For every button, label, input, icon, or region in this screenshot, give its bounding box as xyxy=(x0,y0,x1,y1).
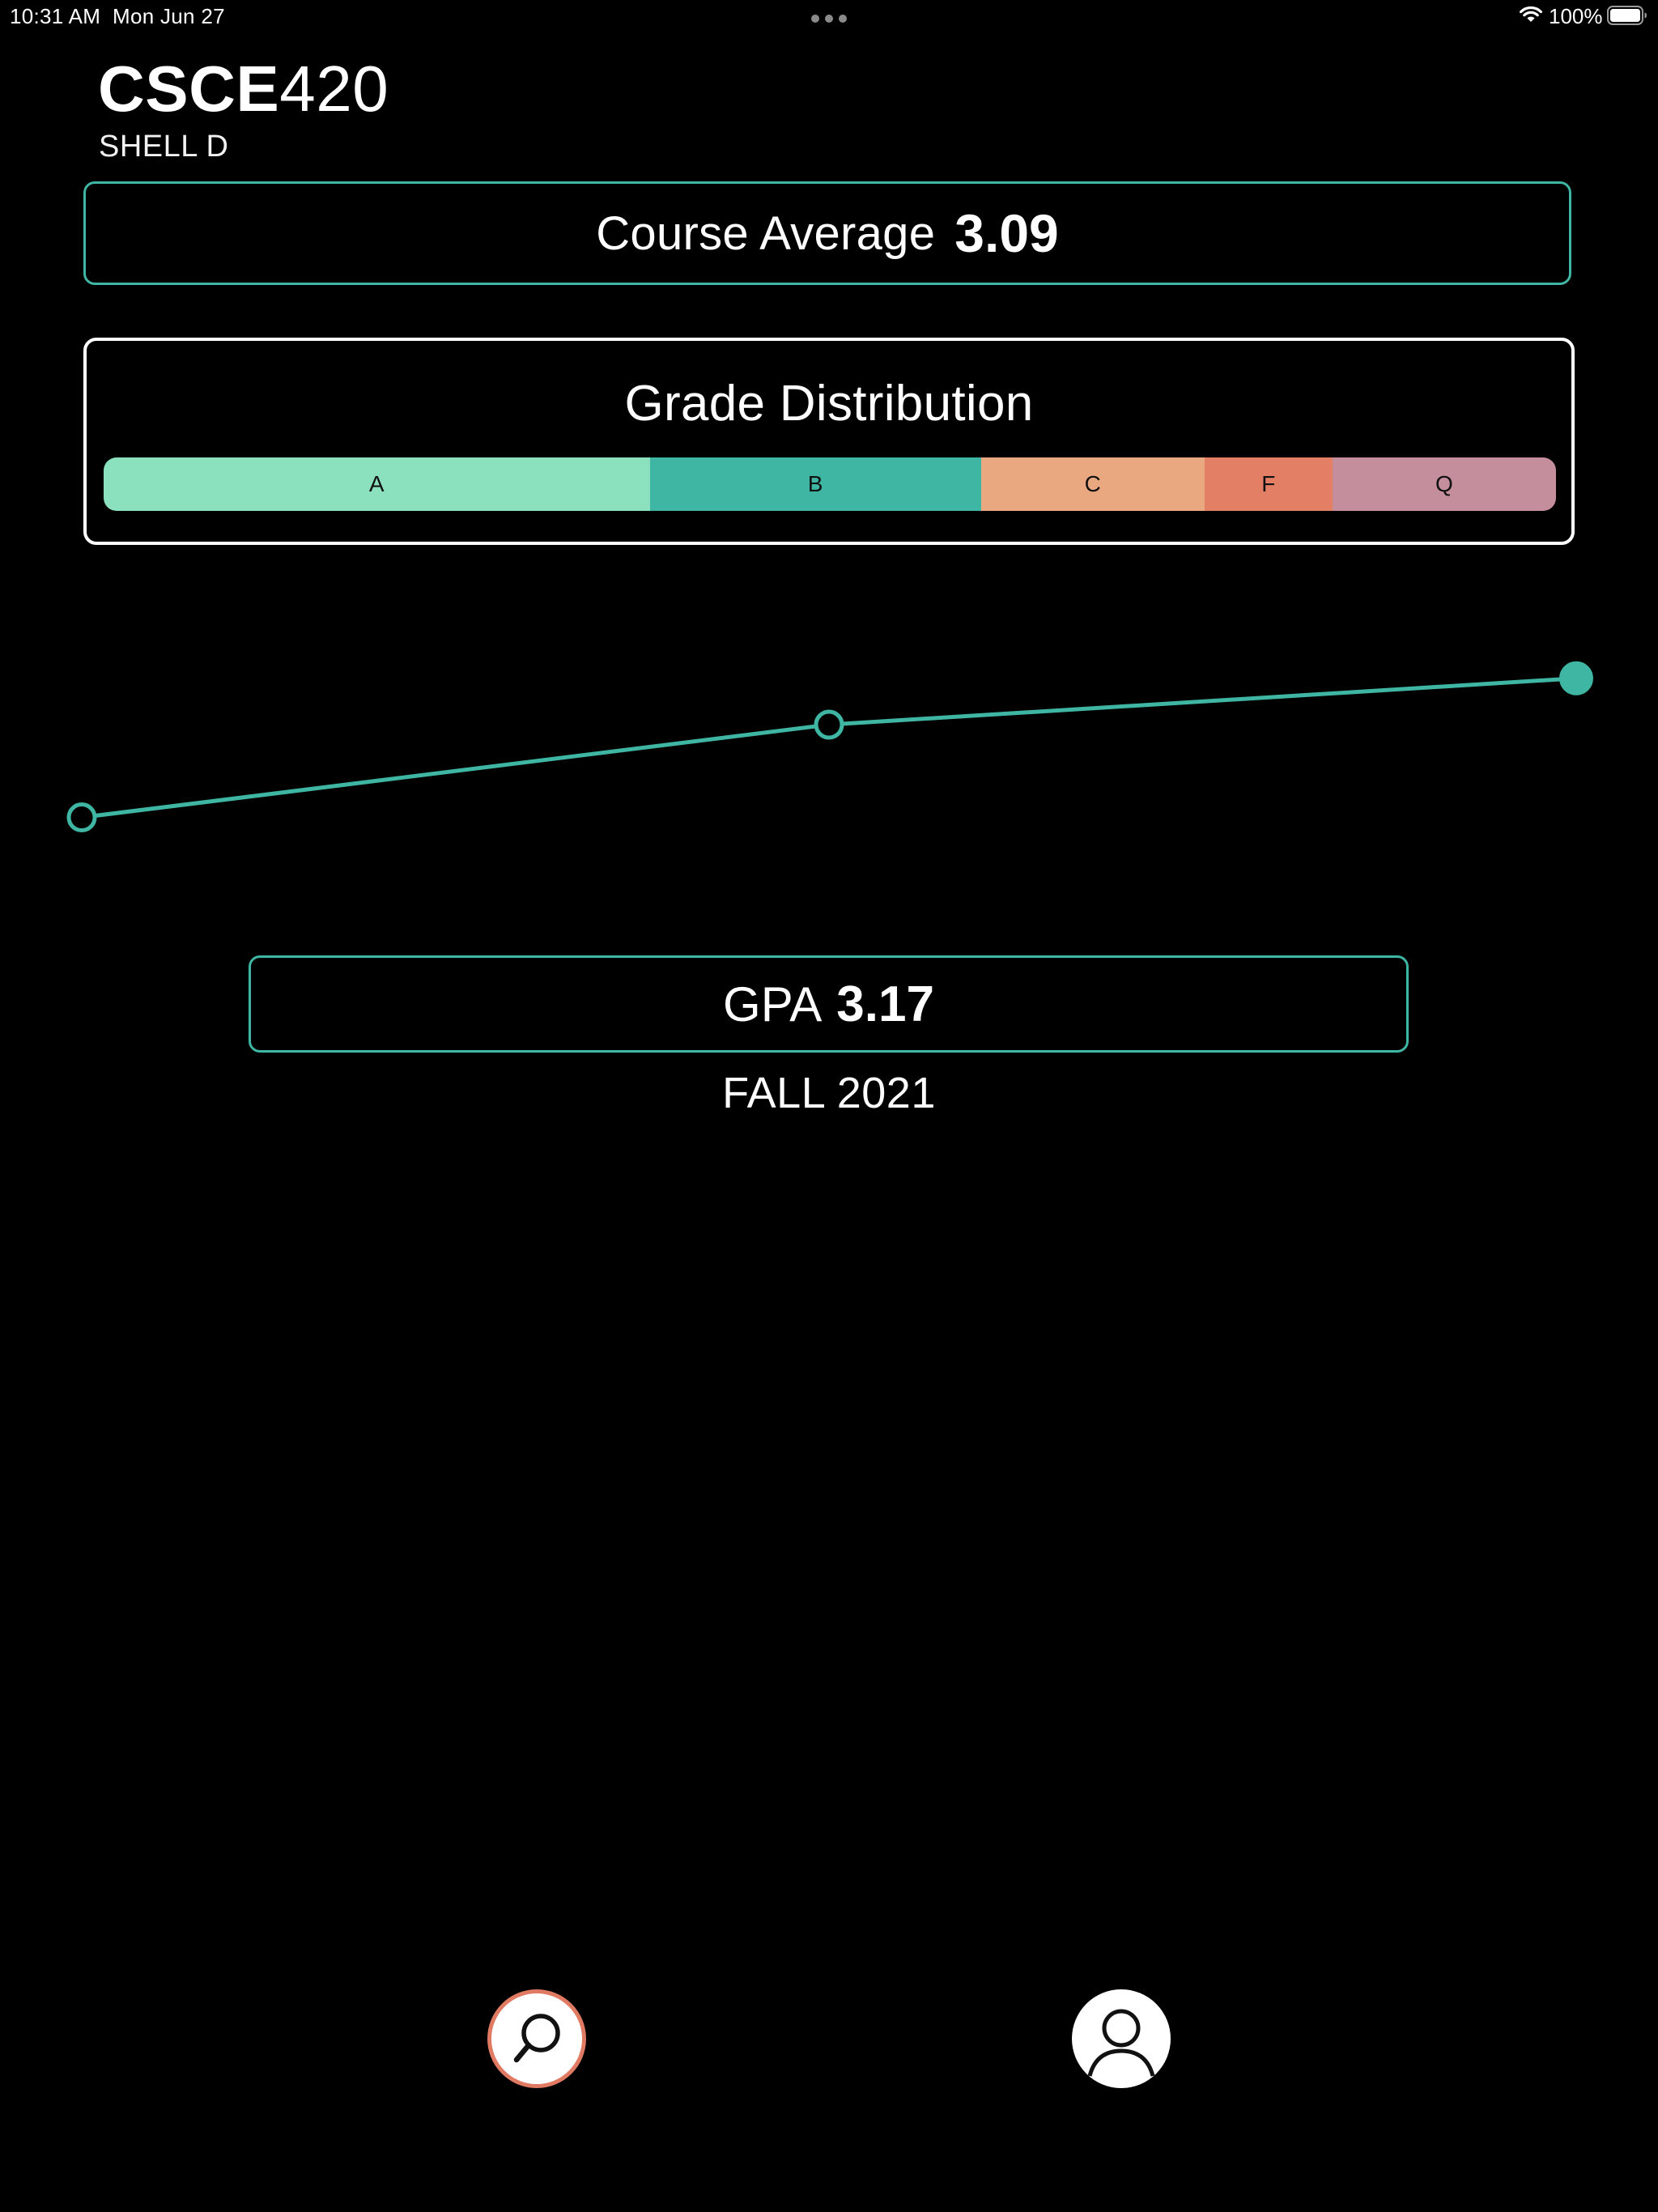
grade-segment-q: Q xyxy=(1332,457,1556,511)
grade-segment-f: F xyxy=(1204,457,1333,511)
search-button[interactable] xyxy=(487,1989,586,2088)
status-date: Mon Jun 27 xyxy=(113,4,225,28)
wifi-icon xyxy=(1520,6,1542,22)
course-dept: CSCE xyxy=(98,53,280,125)
professor-name: SHELL D xyxy=(99,130,229,164)
gpa-label: GPA xyxy=(723,976,823,1032)
trend-point[interactable] xyxy=(814,709,844,740)
grade-segment-a: A xyxy=(104,457,650,511)
status-time: 10:31 AM xyxy=(10,4,101,28)
magnifying-glass-icon xyxy=(513,2014,560,2063)
gpa-card: GPA 3.17 xyxy=(249,955,1409,1053)
grade-segment-b: B xyxy=(649,457,981,511)
gpa-value: 3.17 xyxy=(836,976,934,1032)
gpa-trend-chart xyxy=(66,661,1593,833)
course-average-card: Course Average 3.09 xyxy=(83,181,1571,285)
course-average-label: Course Average xyxy=(596,206,936,260)
trend-line-segment xyxy=(79,722,831,820)
battery-percentage: 100% xyxy=(1549,4,1603,28)
trend-line-segment xyxy=(827,676,1579,727)
semester-label: FALL 2021 xyxy=(722,1069,936,1117)
multitasking-dots-icon[interactable] xyxy=(811,15,847,23)
course-average-value: 3.09 xyxy=(954,203,1059,263)
profile-button[interactable] xyxy=(1072,1989,1171,2088)
course-number: 420 xyxy=(279,53,389,125)
grade-segment-c: C xyxy=(980,457,1205,511)
battery-icon xyxy=(1607,6,1647,25)
course-title: CSCE420 xyxy=(98,50,389,128)
person-icon xyxy=(1087,2009,1155,2077)
trend-point[interactable] xyxy=(1559,661,1593,696)
grade-distribution-title: Grade Distribution xyxy=(624,376,1034,432)
trend-point[interactable] xyxy=(66,802,97,833)
